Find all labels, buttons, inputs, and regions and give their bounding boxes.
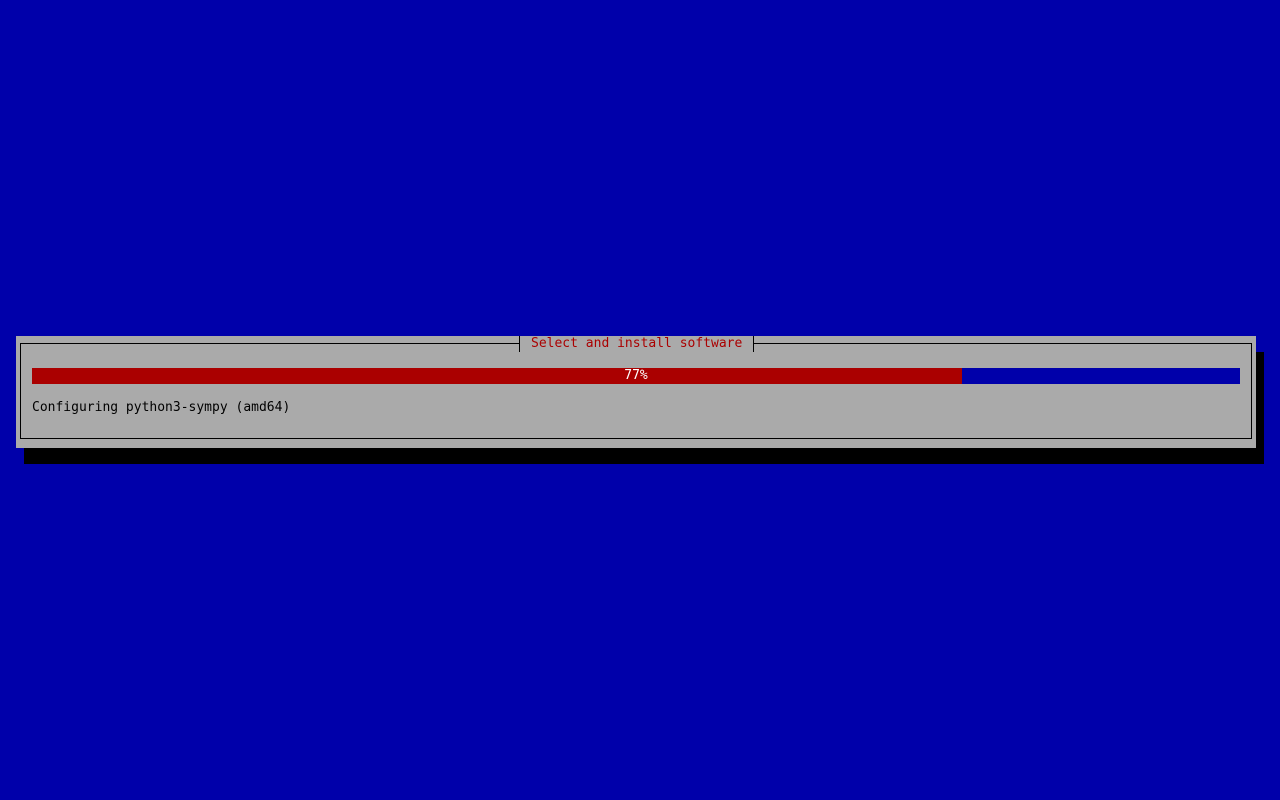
progress-fill	[32, 368, 963, 384]
dialog-frame	[20, 343, 1252, 439]
progress-percent: 77%	[624, 368, 648, 383]
progress-bar: 77%	[32, 368, 1240, 384]
status-text: Configuring python3-sympy (amd64)	[32, 400, 291, 415]
dialog-title: Select and install software	[519, 336, 755, 352]
install-dialog: Select and install software 77% Configur…	[16, 336, 1256, 448]
